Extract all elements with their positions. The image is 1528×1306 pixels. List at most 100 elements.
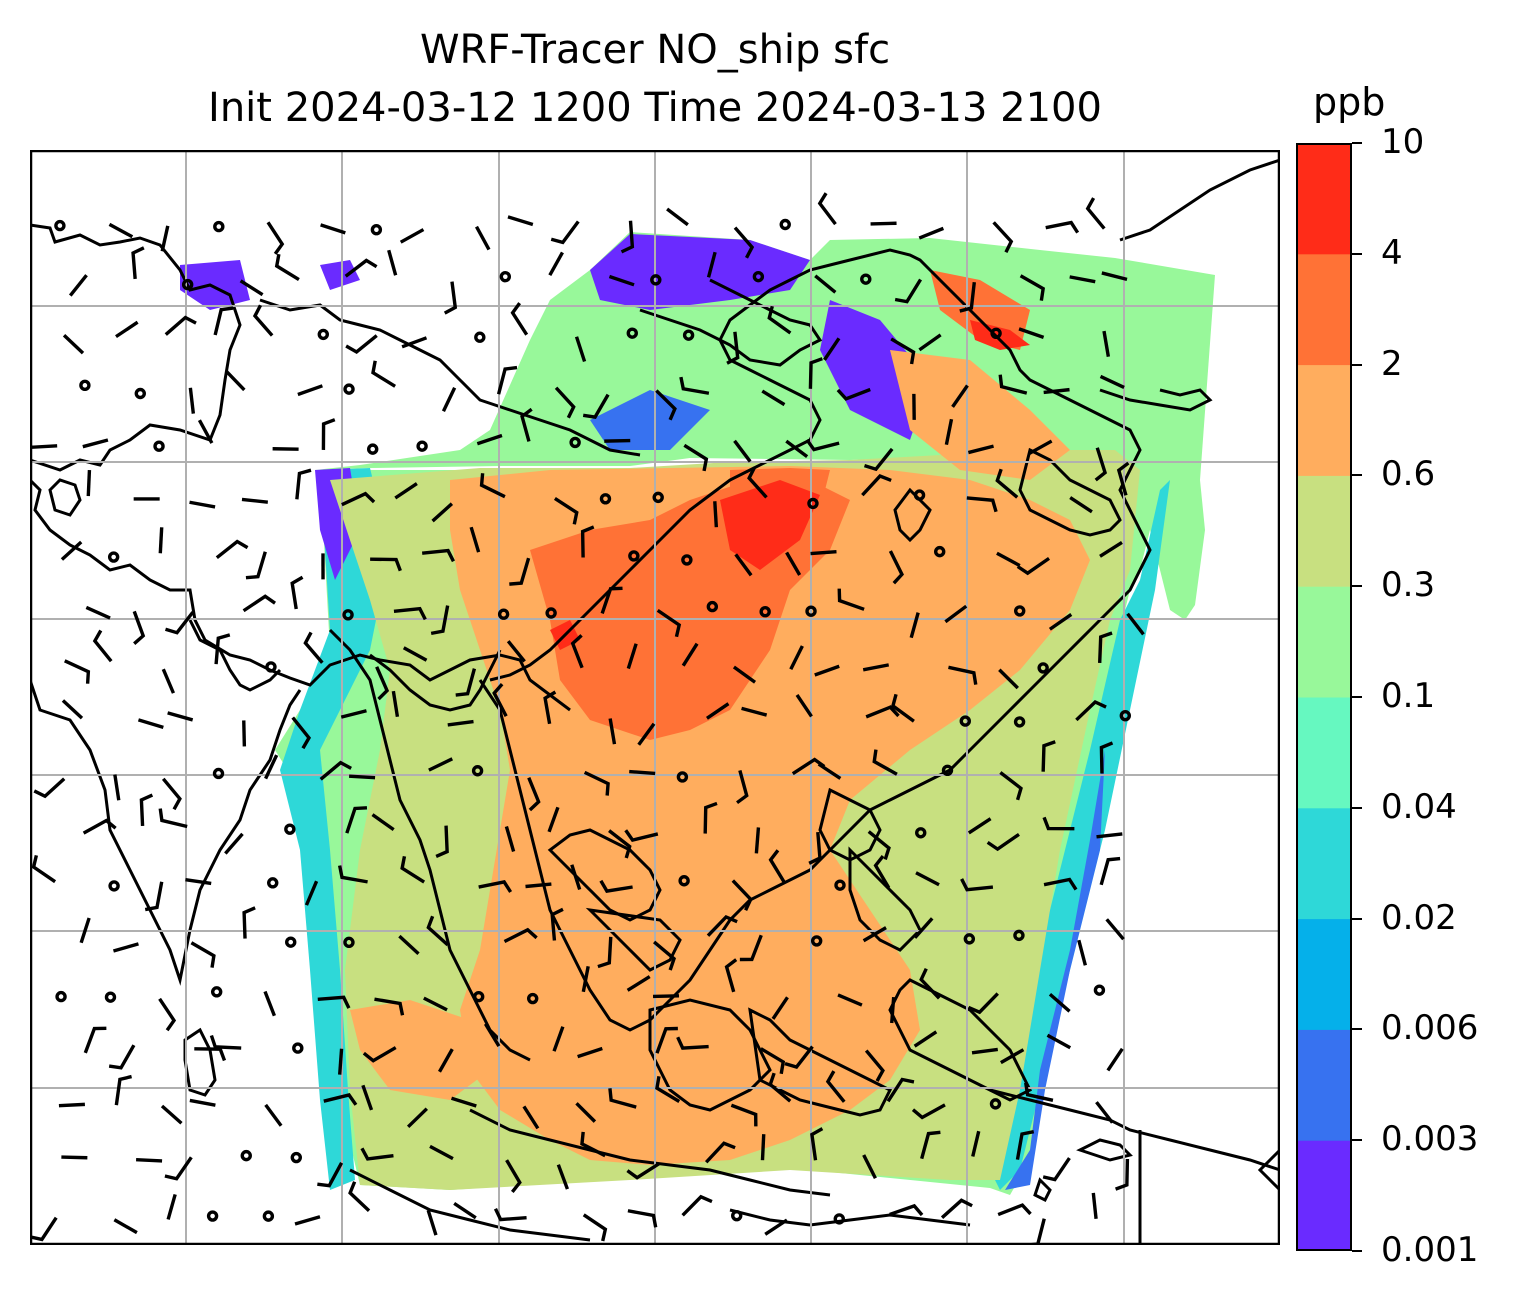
- wind-barb: [810, 549, 837, 556]
- wind-barb: [948, 665, 978, 685]
- wind-barb: [209, 1034, 242, 1050]
- calm-wind-marker: [959, 715, 971, 727]
- wind-barb: [683, 443, 709, 472]
- wind-barb: [1077, 939, 1088, 966]
- map-frame: [30, 150, 1280, 1245]
- wind-barb: [164, 611, 195, 635]
- wind-barb: [760, 1047, 786, 1075]
- wind-barb: [808, 357, 823, 389]
- wind-barb: [1099, 856, 1121, 886]
- wind-barb: [656, 608, 682, 638]
- wind-barb: [82, 818, 117, 835]
- wind-barbs: [30, 192, 1145, 1245]
- calm-wind-marker: [1014, 605, 1026, 617]
- wind-barb: [525, 882, 552, 889]
- wind-barb: [784, 1045, 814, 1070]
- colorbar-band: [1296, 143, 1352, 255]
- wind-barb: [245, 551, 267, 580]
- wind-barb: [655, 1026, 678, 1054]
- calm-wind-marker: [1037, 662, 1049, 674]
- calm-wind-marker: [471, 765, 484, 777]
- wind-barb: [1043, 387, 1070, 395]
- wind-barb: [371, 813, 395, 832]
- wind-barb: [225, 370, 246, 392]
- calm-wind-marker: [181, 278, 194, 291]
- wind-barb: [726, 331, 740, 365]
- calm-wind-marker: [915, 827, 927, 839]
- wind-barb: [303, 631, 324, 664]
- colorbar-tick-label: 0.006: [1381, 1008, 1479, 1049]
- wind-barb: [604, 438, 631, 443]
- wind-barb: [918, 226, 945, 240]
- wind-barb: [870, 221, 897, 226]
- calm-wind-marker: [370, 223, 383, 236]
- wind-barb: [767, 305, 792, 335]
- wind-barb: [64, 659, 91, 684]
- wind-barb: [966, 496, 998, 513]
- wind-barb: [600, 586, 623, 614]
- wind-barb: [652, 994, 680, 999]
- wind-barb: [398, 934, 420, 956]
- wind-barb: [1046, 1033, 1072, 1050]
- wind-barb: [814, 274, 837, 294]
- calm-wind-marker: [54, 219, 66, 232]
- wind-barb: [68, 274, 88, 297]
- colorbar-band: [1296, 586, 1352, 698]
- wind-barb: [340, 709, 367, 719]
- calm-wind-marker: [860, 273, 872, 285]
- wind-barb: [580, 525, 595, 558]
- calm-wind-marker: [626, 327, 638, 339]
- wind-barb: [681, 1194, 713, 1217]
- wind-barb: [724, 958, 738, 993]
- wind-barb: [608, 829, 632, 859]
- wind-barb: [214, 633, 231, 665]
- colorbar-band: [1296, 1029, 1352, 1141]
- wind-barb: [144, 881, 164, 912]
- wind-barb: [940, 1198, 973, 1219]
- calm-wind-marker: [290, 1151, 302, 1164]
- colorbar-tick-mark: [1352, 142, 1362, 144]
- wind-barb: [337, 865, 368, 884]
- wind-barb: [215, 539, 249, 560]
- calm-wind-marker: [1093, 984, 1106, 996]
- wind-barb: [626, 643, 638, 670]
- wind-barb: [547, 806, 560, 833]
- wind-barb: [608, 718, 617, 745]
- wind-barb: [371, 360, 397, 388]
- wind-barb: [401, 336, 428, 349]
- calm-wind-marker: [267, 877, 279, 889]
- wind-barb: [431, 502, 454, 523]
- colorbar-band: [1296, 253, 1352, 366]
- field-orange-sw: [350, 1000, 490, 1100]
- wind-barb: [1028, 439, 1053, 456]
- calm-wind-marker: [805, 605, 817, 617]
- wind-barb: [747, 466, 768, 499]
- wind-barb: [944, 418, 954, 445]
- field-red: [720, 480, 820, 570]
- wind-barb: [520, 407, 533, 442]
- wind-barb: [241, 497, 269, 504]
- wind-barb: [479, 473, 506, 499]
- wind-barb: [213, 306, 234, 336]
- calm-wind-marker: [990, 327, 1002, 340]
- wind-barb: [736, 770, 749, 805]
- wind-barb: [637, 722, 656, 746]
- wind-barb: [137, 718, 164, 729]
- colorbar-tick-mark: [1352, 1139, 1362, 1142]
- calm-wind-marker: [134, 387, 146, 400]
- calm-wind-marker: [55, 990, 67, 1003]
- wind-barb: [1126, 612, 1145, 636]
- wind-barb: [370, 557, 402, 572]
- wind-barb: [290, 575, 304, 610]
- wind-barb: [527, 777, 541, 812]
- calm-wind-marker: [731, 1209, 743, 1222]
- calm-wind-marker: [292, 1042, 304, 1054]
- wind-barb: [406, 1107, 429, 1129]
- wind-barb: [909, 612, 920, 639]
- wind-barb: [92, 629, 113, 663]
- colorbar-unit: ppb: [1313, 80, 1386, 124]
- wind-barb: [1041, 740, 1056, 772]
- calm-wind-marker: [474, 331, 486, 343]
- calm-wind-marker: [367, 443, 379, 455]
- wind-barb: [510, 302, 529, 336]
